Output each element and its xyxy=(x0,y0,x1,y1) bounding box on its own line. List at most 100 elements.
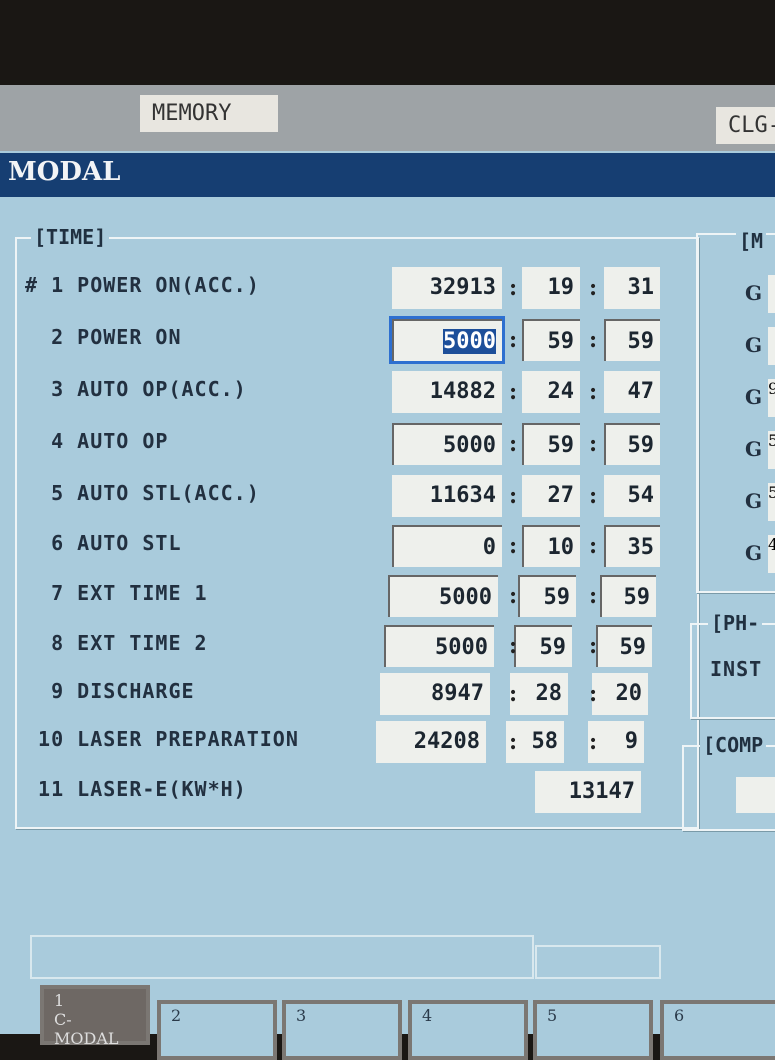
softkey-1[interactable]: 1 C-MODAL xyxy=(40,985,150,1048)
time-field-hours[interactable]: 0 xyxy=(392,525,502,567)
g-code-value: 4 xyxy=(768,535,775,573)
g-code-label: G xyxy=(745,385,763,409)
colon: : xyxy=(509,633,518,659)
status-box xyxy=(535,945,661,979)
time-row-label: 10 LASER PREPARATION xyxy=(25,727,299,751)
time-field-minutes: 28 xyxy=(510,673,568,715)
colon: : xyxy=(509,533,518,559)
g-code-value: 9 xyxy=(768,379,775,417)
softkey-label: C-MODAL xyxy=(54,1010,119,1048)
time-field-hours[interactable]: 5000 xyxy=(392,423,502,465)
g-code-value xyxy=(768,327,775,365)
g-code-label: G xyxy=(745,333,763,357)
time-field-hours: 24208 xyxy=(376,721,486,763)
g-code-label: G xyxy=(745,541,763,565)
time-row-label: 2 POWER ON xyxy=(25,325,182,349)
time-row-label: 9 DISCHARGE xyxy=(25,679,195,703)
time-field-seconds[interactable]: 59 xyxy=(604,423,660,465)
time-row: 9 DISCHARGE 8947 28 20:: xyxy=(17,673,697,715)
time-row: 8 EXT TIME 2 5000 59 59:: xyxy=(17,625,697,667)
time-field-seconds: 54 xyxy=(604,475,660,517)
colon: : xyxy=(509,483,518,509)
time-field-seconds[interactable]: 35 xyxy=(604,525,660,567)
comp-value-box xyxy=(736,777,775,813)
time-field-hours[interactable]: 5000 xyxy=(388,575,498,617)
comp-panel: [COMP xyxy=(682,733,775,831)
tab-clg[interactable]: CLG- xyxy=(716,107,775,144)
time-field-hours: 11634 xyxy=(392,475,502,517)
colon: : xyxy=(509,379,518,405)
time-field-minutes: 19 xyxy=(522,267,580,309)
colon: : xyxy=(509,431,518,457)
time-field-minutes: 24 xyxy=(522,371,580,413)
colon: : xyxy=(589,533,598,559)
g-code-label: G xyxy=(745,437,763,461)
time-row: 4 AUTO OP 5000 59 59:: xyxy=(17,423,697,465)
time-field-seconds: 20 xyxy=(592,673,648,715)
g-code-value: 5 xyxy=(768,483,775,521)
time-row-label: 8 EXT TIME 2 xyxy=(25,631,208,655)
time-row-label: 7 EXT TIME 1 xyxy=(25,581,208,605)
softkey-number: 4 xyxy=(422,1006,433,1025)
energy-value: 13147 xyxy=(535,771,641,813)
softkey-3[interactable]: 3 xyxy=(282,1000,402,1060)
time-field-hours: 14882 xyxy=(392,371,502,413)
time-row-label: 4 AUTO OP xyxy=(25,429,169,453)
softkey-6[interactable]: 6 xyxy=(660,1000,775,1060)
time-row-label: 6 AUTO STL xyxy=(25,531,182,555)
colon: : xyxy=(589,327,598,353)
colon: : xyxy=(509,327,518,353)
time-field-minutes[interactable]: 59 xyxy=(518,575,576,617)
colon: : xyxy=(589,431,598,457)
page-title: MODAL xyxy=(0,153,775,197)
ph-panel-text: INST xyxy=(710,657,763,681)
softkey-number: 1 xyxy=(54,991,65,1010)
time-row: # 1 POWER ON(ACC.) 32913 19 31:: xyxy=(17,267,697,309)
time-field-minutes[interactable]: 59 xyxy=(522,423,580,465)
comp-panel-title: [COMP xyxy=(700,733,767,757)
softkey-2[interactable]: 2 xyxy=(157,1000,277,1060)
time-field-seconds[interactable]: 59 xyxy=(596,625,652,667)
time-field-hours: 8947 xyxy=(380,673,490,715)
time-row: 6 AUTO STL 0 10 35:: xyxy=(17,525,697,567)
energy-label: 11 LASER-E(KW*H) xyxy=(25,777,247,801)
time-panel-title: [TIME] xyxy=(31,225,110,249)
g-code-value xyxy=(768,275,775,313)
time-row: 10 LASER PREPARATION 24208 58 9:: xyxy=(17,721,697,763)
g-code-label: G xyxy=(745,281,763,305)
message-line xyxy=(30,935,534,979)
time-field-seconds[interactable]: 59 xyxy=(600,575,656,617)
time-row: 2 POWER ON 5000 59 59:: xyxy=(17,316,697,364)
g-code-label: G xyxy=(745,489,763,513)
time-field-hours[interactable]: 5000 xyxy=(389,316,505,364)
time-field-seconds[interactable]: 59 xyxy=(604,319,660,361)
colon: : xyxy=(509,583,518,609)
time-field-minutes[interactable]: 10 xyxy=(522,525,580,567)
time-row-label: # 1 POWER ON(ACC.) xyxy=(25,273,260,297)
time-row: 7 EXT TIME 1 5000 59 59:: xyxy=(17,575,697,617)
colon: : xyxy=(589,729,598,755)
g-code-value: 5 xyxy=(768,431,775,469)
time-field-seconds: 9 xyxy=(588,721,644,763)
time-field-minutes[interactable]: 59 xyxy=(522,319,580,361)
softkey-4[interactable]: 4 xyxy=(408,1000,528,1060)
cnc-screen: MEMORY CLG- MODAL [TIME] # 1 POWER ON(AC… xyxy=(0,85,775,1034)
softkey-number: 5 xyxy=(547,1006,558,1025)
colon: : xyxy=(589,483,598,509)
modal-panel: [M xyxy=(696,229,775,593)
time-field-minutes[interactable]: 59 xyxy=(514,625,572,667)
mode-tab-bar: MEMORY CLG- xyxy=(0,85,775,151)
tab-memory[interactable]: MEMORY xyxy=(140,95,278,132)
energy-row: 11 LASER-E(KW*H) 13147 xyxy=(17,771,697,813)
colon: : xyxy=(589,583,598,609)
time-row: 3 AUTO OP(ACC.) 14882 24 47:: xyxy=(17,371,697,413)
time-panel: [TIME] # 1 POWER ON(ACC.) 32913 19 31:: 2 P… xyxy=(15,225,699,829)
time-field-hours[interactable]: 5000 xyxy=(384,625,494,667)
softkey-number: 3 xyxy=(296,1006,307,1025)
colon: : xyxy=(589,379,598,405)
colon: : xyxy=(589,681,598,707)
softkey-5[interactable]: 5 xyxy=(533,1000,653,1060)
time-row-label: 3 AUTO OP(ACC.) xyxy=(25,377,247,401)
time-row-label: 5 AUTO STL(ACC.) xyxy=(25,481,260,505)
ph-panel: [PH- INST xyxy=(690,611,775,719)
